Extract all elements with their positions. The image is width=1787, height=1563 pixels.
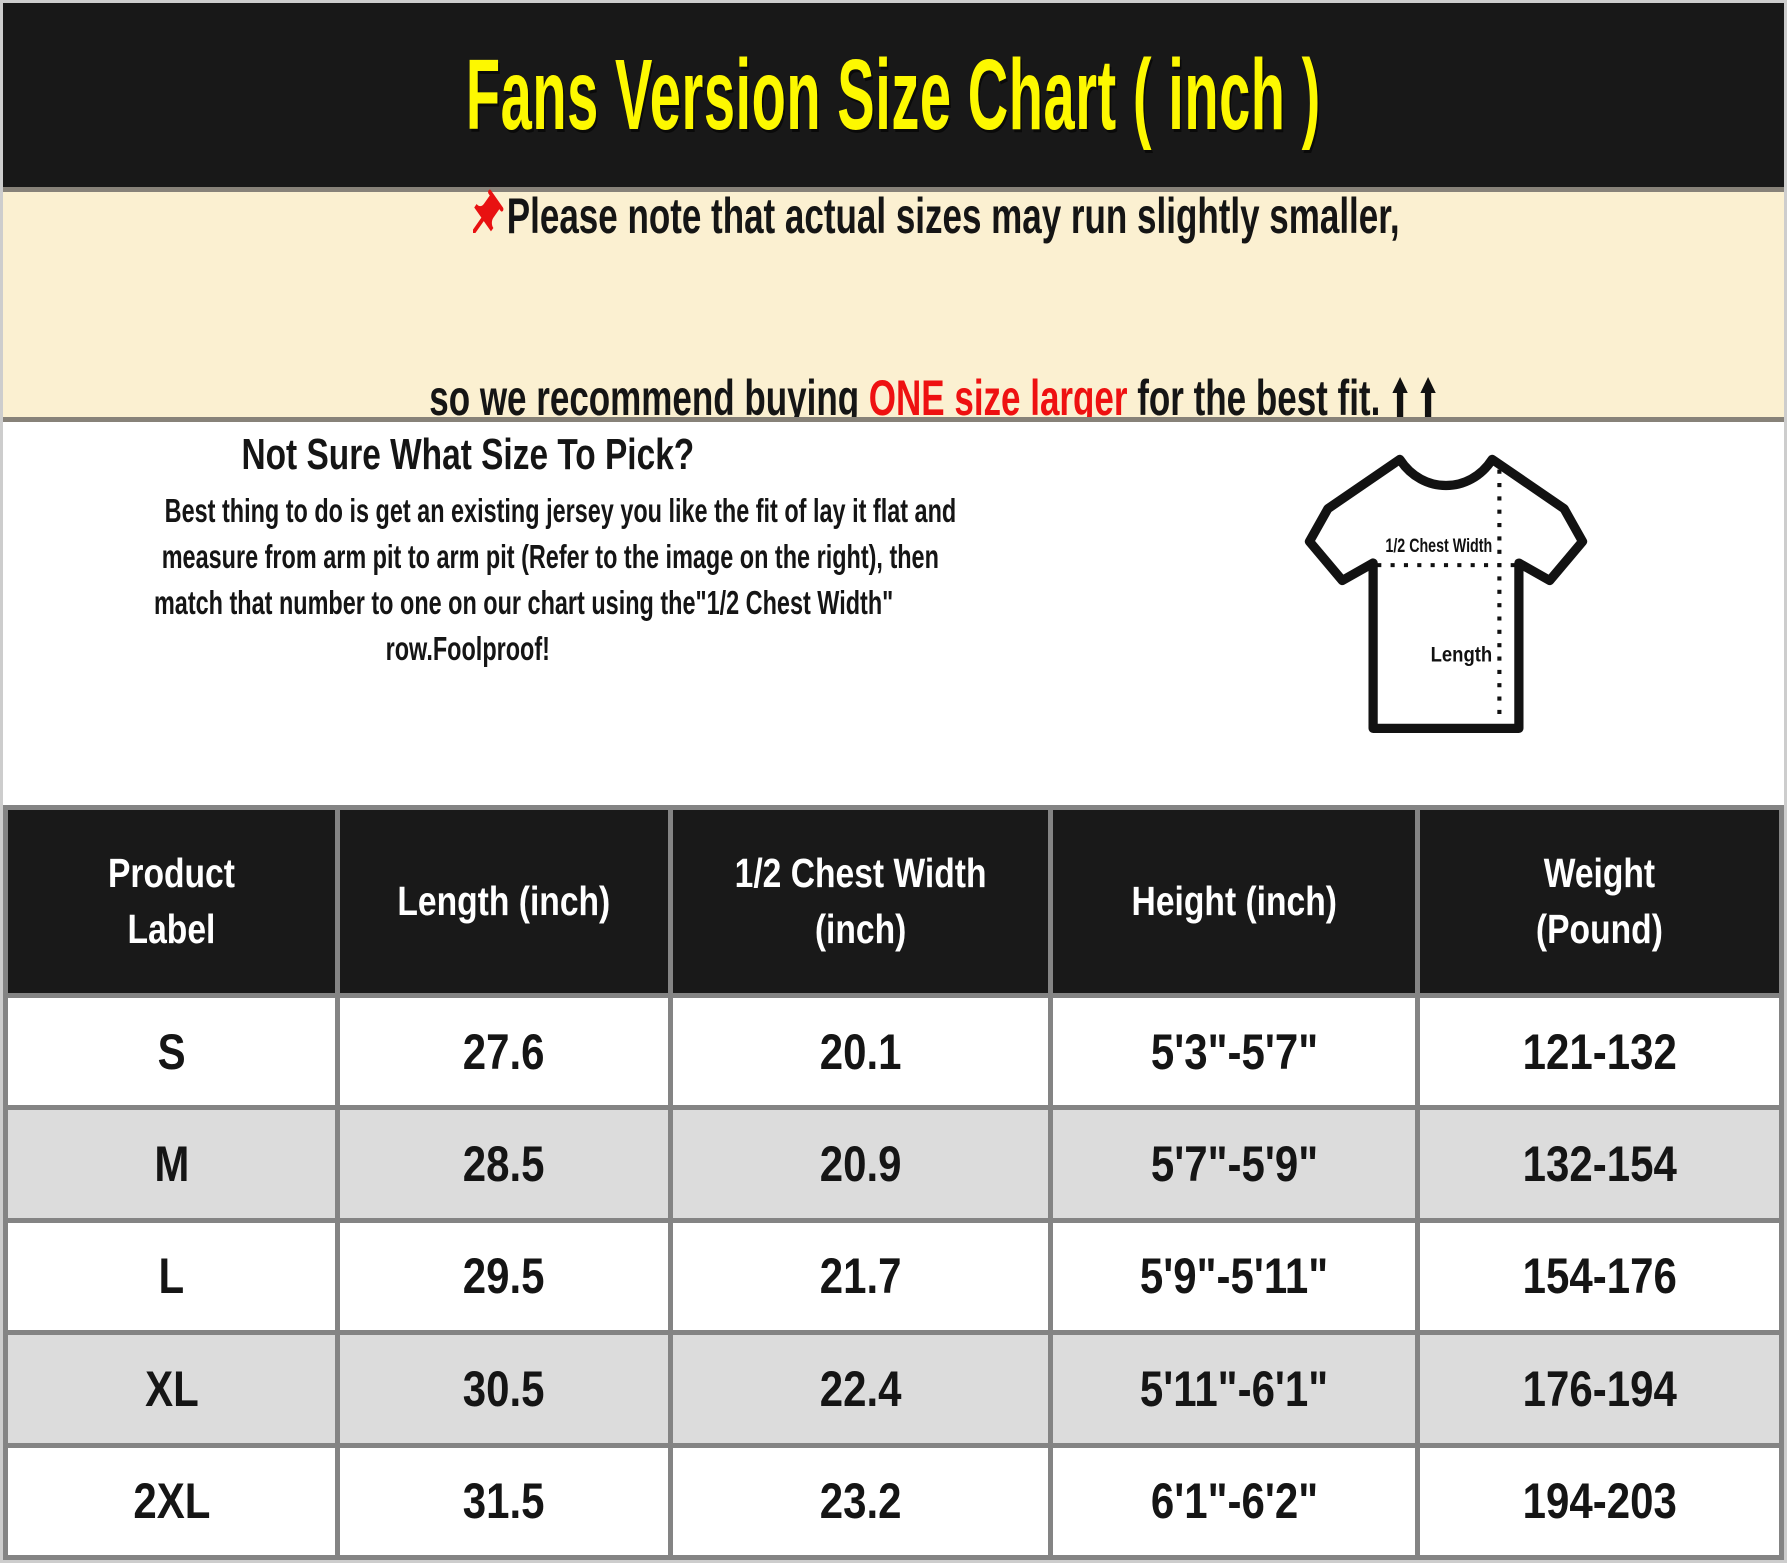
cell-weight: 194-203 (1420, 1447, 1779, 1555)
cell-chest: 22.4 (672, 1335, 1048, 1443)
cell-height: 5'7"-5'9" (1052, 1110, 1416, 1218)
cell-height: 5'9"-5'11" (1052, 1222, 1416, 1331)
tshirt-diagram-icon: 1/2 Chest Width Length (1304, 454, 1588, 733)
cell-size-label: 2XL (8, 1447, 336, 1555)
up-arrow-icon (1391, 377, 1408, 417)
cell-length: 30.5 (340, 1335, 668, 1443)
size-table: Product Label Length (inch) 1/2 Chest Wid… (3, 805, 1784, 1560)
cell-size-label: M (8, 1110, 336, 1218)
pushpin-icon (473, 189, 504, 234)
page-title: Fans Version Size Chart ( inch ) (466, 38, 1321, 151)
cell-height: 5'11"-6'1" (1052, 1335, 1416, 1443)
sizing-help-line: row.Foolproof! (385, 630, 551, 667)
cell-height: 6'1"-6'2" (1052, 1447, 1416, 1555)
cell-length: 31.5 (340, 1447, 668, 1555)
column-header-height: Height (inch) (1052, 810, 1416, 993)
notice-text-2a: so we recommend buying (428, 370, 869, 426)
notice-line-1: Please note that actual sizes may run sl… (170, 132, 1617, 300)
sizing-help-line: measure from arm pit to arm pit (Refer t… (161, 538, 939, 575)
one-size-larger-highlight: ONE size larger (868, 370, 1128, 426)
column-header-weight: Weight (Pound) (1420, 810, 1779, 993)
column-header-chest-width: 1/2 Chest Width (inch) (672, 810, 1048, 993)
sizing-help-text: Not Sure What Size To Pick? Best thing t… (3, 422, 956, 672)
notice-text-1: Please note that actual sizes may run sl… (506, 188, 1400, 244)
divider (3, 417, 1784, 422)
chest-width-label: 1/2 Chest Width (1385, 535, 1492, 557)
sizing-help-line: match that number to one on our chart us… (153, 584, 894, 621)
cell-size-label: L (8, 1222, 336, 1331)
cell-size-label: XL (8, 1335, 336, 1443)
title-banner: Fans Version Size Chart ( inch ) (3, 3, 1784, 187)
cell-weight: 132-154 (1420, 1110, 1779, 1218)
notice-banner: Please note that actual sizes may run sl… (3, 189, 1784, 426)
cell-size-label: S (8, 998, 336, 1106)
cell-height: 5'3"-5'7" (1052, 998, 1416, 1106)
cell-chest: 20.9 (672, 1110, 1048, 1218)
divider (3, 187, 1784, 192)
cell-length: 28.5 (340, 1110, 668, 1218)
sizing-help-heading: Not Sure What Size To Pick? (241, 430, 695, 479)
length-label: Length (1431, 642, 1493, 667)
notice-line-2: so we recommend buying ONE size larger f… (119, 316, 1669, 481)
sizing-help-section: Not Sure What Size To Pick? Best thing t… (3, 422, 1784, 810)
cell-chest: 23.2 (672, 1447, 1048, 1555)
cell-length: 27.6 (340, 998, 668, 1106)
column-header-length: Length (inch) (340, 810, 668, 993)
up-arrow-icon (1419, 377, 1436, 417)
cell-weight: 121-132 (1420, 998, 1779, 1106)
notice-text-2b: for the best fit. (1127, 370, 1380, 426)
cell-weight: 176-194 (1420, 1335, 1779, 1443)
cell-chest: 21.7 (672, 1222, 1048, 1331)
sizing-help-line: Best thing to do is get an existing jers… (164, 492, 957, 529)
cell-weight: 154-176 (1420, 1222, 1779, 1331)
cell-length: 29.5 (340, 1222, 668, 1331)
cell-chest: 20.1 (672, 998, 1048, 1106)
column-header-product-label: Product Label (8, 810, 336, 993)
